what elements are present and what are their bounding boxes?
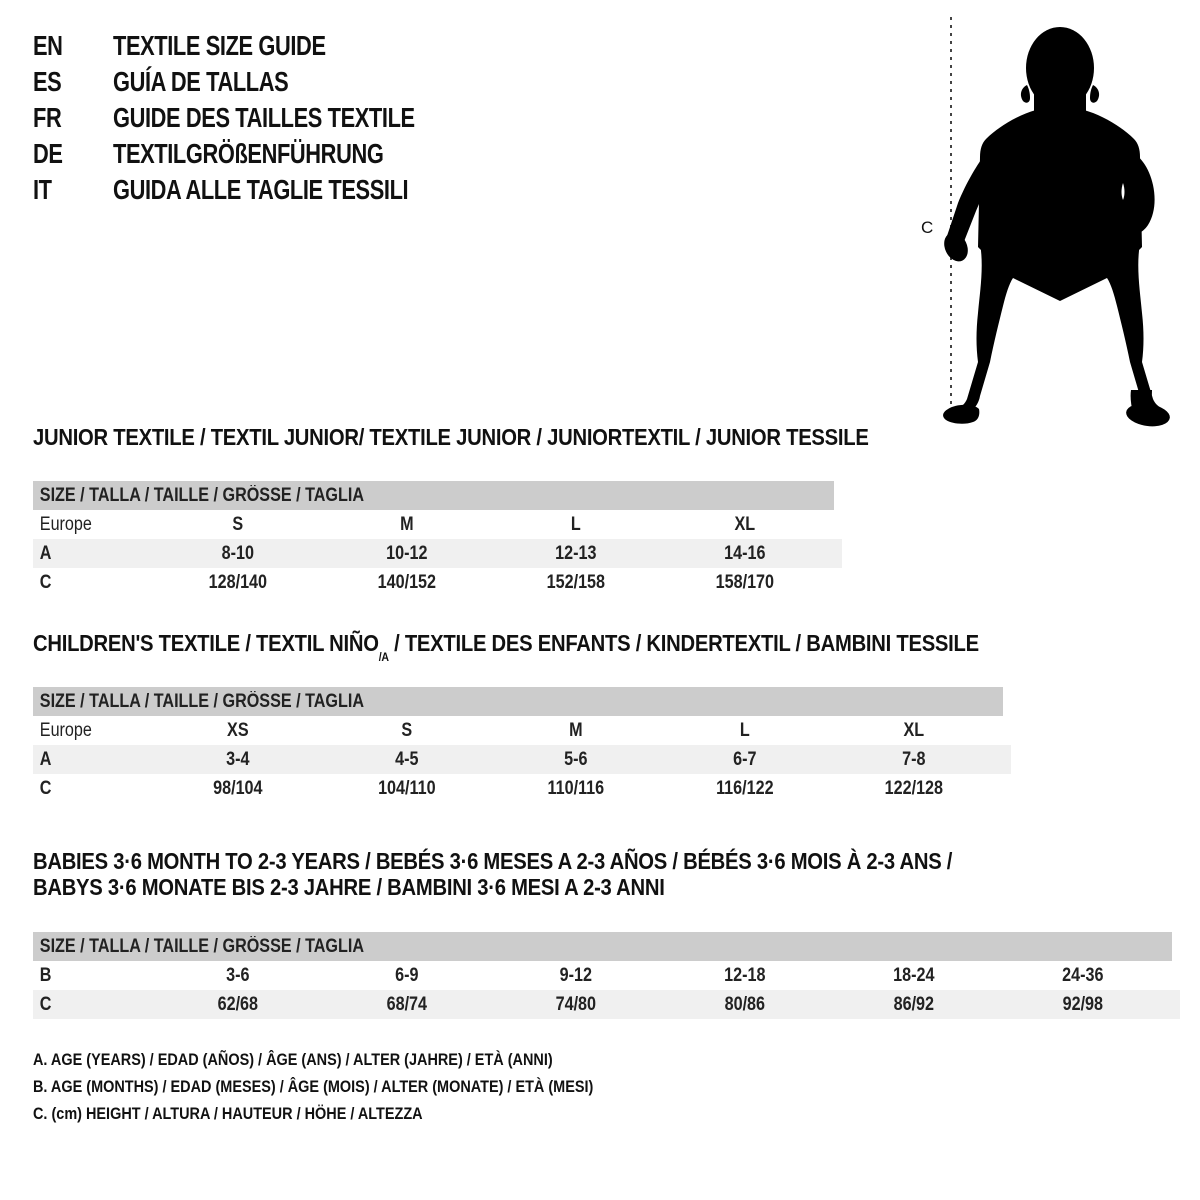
svg-text:C: C <box>921 218 933 237</box>
